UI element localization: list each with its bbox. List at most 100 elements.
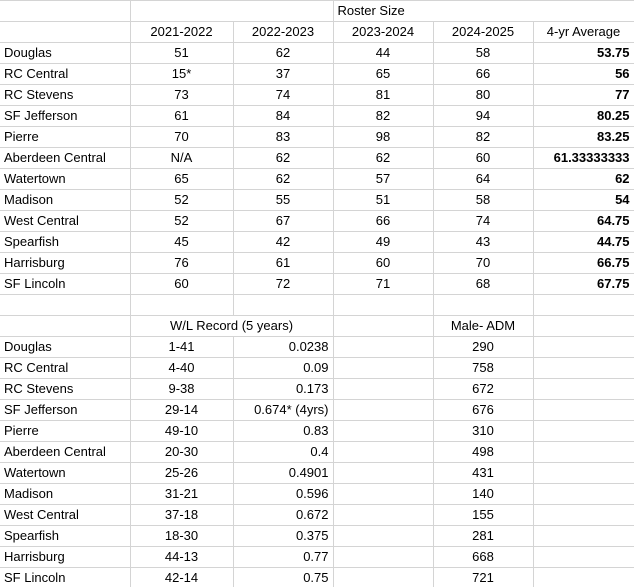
roster-value-cell[interactable]: 52: [130, 210, 234, 232]
empty-cell[interactable]: [333, 441, 434, 463]
wl-pct-cell[interactable]: 0.674* (4yrs): [233, 399, 334, 421]
roster-value-cell[interactable]: 52: [130, 189, 234, 211]
roster-value-cell[interactable]: 42: [233, 231, 334, 253]
roster-average-cell[interactable]: 61.33333333: [533, 147, 634, 169]
empty-cell[interactable]: [333, 294, 434, 316]
wl-record-cell[interactable]: 4-40: [130, 357, 234, 379]
wl-record-cell[interactable]: 25-26: [130, 462, 234, 484]
adm-value-cell[interactable]: 668: [433, 546, 534, 568]
roster-value-cell[interactable]: 55: [233, 189, 334, 211]
school-name-cell[interactable]: SF Jefferson: [0, 105, 131, 127]
roster-value-cell[interactable]: 60: [333, 252, 434, 274]
school-name-cell[interactable]: Harrisburg: [0, 252, 131, 274]
roster-average-cell[interactable]: 66.75: [533, 252, 634, 274]
empty-cell[interactable]: [533, 441, 634, 463]
roster-value-cell[interactable]: 64: [433, 168, 534, 190]
school-name-cell[interactable]: Pierre: [0, 126, 131, 148]
adm-value-cell[interactable]: 498: [433, 441, 534, 463]
roster-value-cell[interactable]: 62: [233, 168, 334, 190]
school-name-cell[interactable]: SF Lincoln: [0, 567, 131, 587]
empty-cell[interactable]: [333, 420, 434, 442]
adm-value-cell[interactable]: 140: [433, 483, 534, 505]
adm-value-cell[interactable]: 155: [433, 504, 534, 526]
wl-record-cell[interactable]: 42-14: [130, 567, 234, 587]
wl-pct-cell[interactable]: 0.173: [233, 378, 334, 400]
empty-cell[interactable]: [333, 567, 434, 587]
adm-header-cell[interactable]: Male- ADM: [433, 315, 534, 337]
roster-value-cell[interactable]: 45: [130, 231, 234, 253]
empty-cell[interactable]: [533, 378, 634, 400]
wl-pct-cell[interactable]: 0.672: [233, 504, 334, 526]
roster-value-cell[interactable]: 49: [333, 231, 434, 253]
roster-average-cell[interactable]: 64.75: [533, 210, 634, 232]
roster-value-cell[interactable]: 37: [233, 63, 334, 85]
season-header-cell[interactable]: 2022-2023: [233, 21, 334, 43]
roster-value-cell[interactable]: 84: [233, 105, 334, 127]
adm-value-cell[interactable]: 310: [433, 420, 534, 442]
season-header-cell[interactable]: 2024-2025: [433, 21, 534, 43]
empty-cell[interactable]: [333, 336, 434, 358]
wl-record-cell[interactable]: 1-41: [130, 336, 234, 358]
roster-value-cell[interactable]: 94: [433, 105, 534, 127]
average-header-cell[interactable]: 4-yr Average: [533, 21, 634, 43]
roster-value-cell[interactable]: 57: [333, 168, 434, 190]
roster-value-cell[interactable]: 67: [233, 210, 334, 232]
school-name-cell[interactable]: Madison: [0, 483, 131, 505]
adm-value-cell[interactable]: 672: [433, 378, 534, 400]
empty-cell[interactable]: [533, 504, 634, 526]
wl-record-cell[interactable]: 20-30: [130, 441, 234, 463]
roster-value-cell[interactable]: 81: [333, 84, 434, 106]
school-name-cell[interactable]: Aberdeen Central: [0, 441, 131, 463]
wl-pct-cell[interactable]: 0.596: [233, 483, 334, 505]
empty-cell[interactable]: [333, 462, 434, 484]
roster-value-cell[interactable]: 65: [130, 168, 234, 190]
row-header-blank-cell[interactable]: [0, 315, 131, 337]
roster-value-cell[interactable]: 60: [130, 273, 234, 295]
roster-value-cell[interactable]: N/A: [130, 147, 234, 169]
wl-record-cell[interactable]: 44-13: [130, 546, 234, 568]
empty-cell[interactable]: [333, 483, 434, 505]
roster-value-cell[interactable]: 74: [433, 210, 534, 232]
roster-value-cell[interactable]: 43: [433, 231, 534, 253]
empty-cell[interactable]: [533, 525, 634, 547]
roster-value-cell[interactable]: 62: [333, 147, 434, 169]
roster-average-cell[interactable]: 67.75: [533, 273, 634, 295]
school-name-cell[interactable]: Pierre: [0, 420, 131, 442]
roster-average-cell[interactable]: 44.75: [533, 231, 634, 253]
wl-pct-cell[interactable]: 0.77: [233, 546, 334, 568]
empty-cell[interactable]: [333, 546, 434, 568]
wl-record-cell[interactable]: 18-30: [130, 525, 234, 547]
roster-average-cell[interactable]: 80.25: [533, 105, 634, 127]
roster-title-spacer-cell[interactable]: [130, 0, 334, 22]
roster-average-cell[interactable]: 53.75: [533, 42, 634, 64]
roster-value-cell[interactable]: 66: [333, 210, 434, 232]
wl-pct-cell[interactable]: 0.4: [233, 441, 334, 463]
roster-average-cell[interactable]: 54: [533, 189, 634, 211]
roster-value-cell[interactable]: 70: [433, 252, 534, 274]
wl-pct-cell[interactable]: 0.83: [233, 420, 334, 442]
adm-value-cell[interactable]: 281: [433, 525, 534, 547]
wl-record-cell[interactable]: 49-10: [130, 420, 234, 442]
roster-value-cell[interactable]: 51: [333, 189, 434, 211]
empty-cell[interactable]: [533, 546, 634, 568]
empty-cell[interactable]: [533, 336, 634, 358]
school-name-cell[interactable]: Watertown: [0, 168, 131, 190]
school-name-cell[interactable]: SF Jefferson: [0, 399, 131, 421]
school-name-cell[interactable]: SF Lincoln: [0, 273, 131, 295]
roster-value-cell[interactable]: 66: [433, 63, 534, 85]
roster-average-cell[interactable]: 62: [533, 168, 634, 190]
roster-value-cell[interactable]: 80: [433, 84, 534, 106]
empty-cell[interactable]: [233, 294, 334, 316]
empty-cell[interactable]: [333, 378, 434, 400]
roster-value-cell[interactable]: 83: [233, 126, 334, 148]
school-name-cell[interactable]: West Central: [0, 210, 131, 232]
wl-record-cell[interactable]: 29-14: [130, 399, 234, 421]
roster-average-cell[interactable]: 56: [533, 63, 634, 85]
roster-value-cell[interactable]: 58: [433, 42, 534, 64]
roster-value-cell[interactable]: 51: [130, 42, 234, 64]
empty-cell[interactable]: [333, 525, 434, 547]
roster-value-cell[interactable]: 98: [333, 126, 434, 148]
empty-cell[interactable]: [533, 420, 634, 442]
wl-record-cell[interactable]: 37-18: [130, 504, 234, 526]
roster-value-cell[interactable]: 44: [333, 42, 434, 64]
